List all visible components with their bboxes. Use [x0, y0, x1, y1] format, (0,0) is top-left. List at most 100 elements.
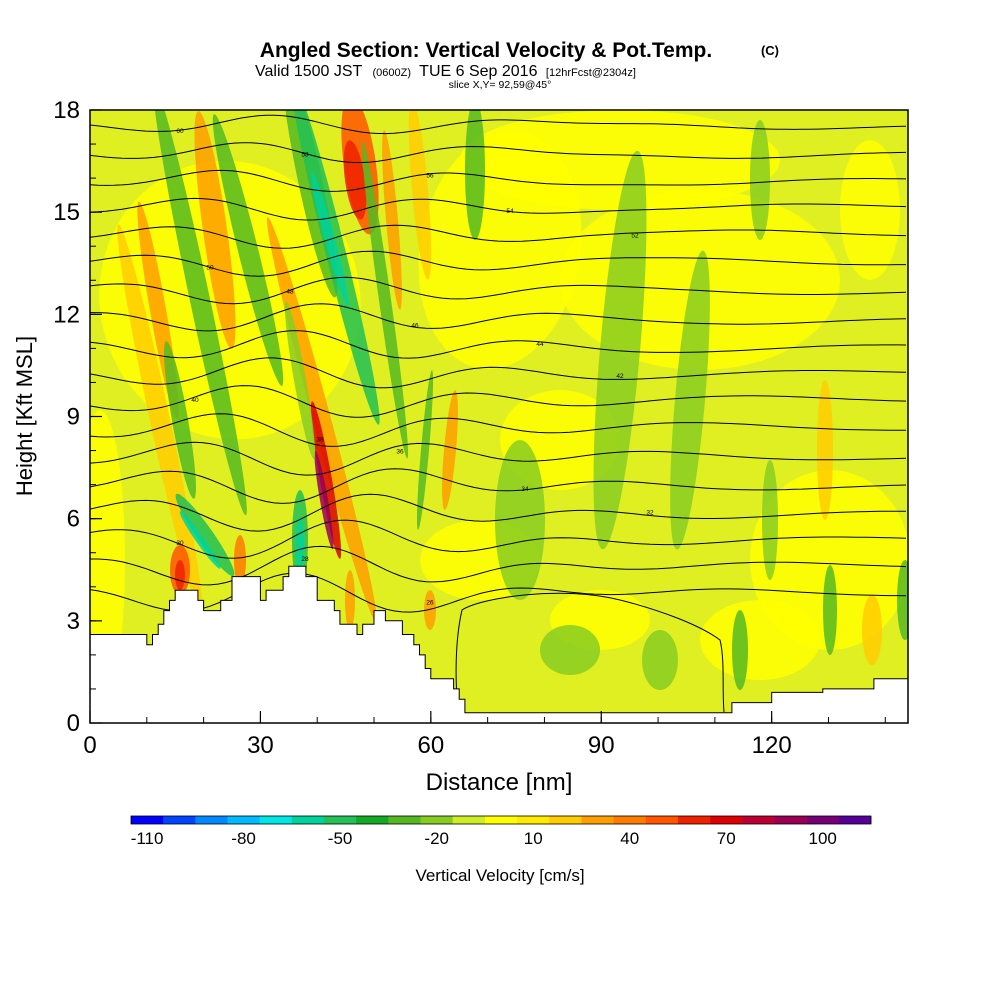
- colorbar-swatch: [388, 816, 421, 824]
- isotherm-line: [90, 385, 907, 418]
- isotherm-label: 30: [176, 540, 184, 547]
- isotherm-label: 42: [616, 373, 624, 380]
- colorbar-tick-label: 70: [717, 829, 736, 848]
- velocity-cell: [840, 140, 900, 280]
- velocity-cell: [361, 141, 409, 459]
- velocity-cell: [310, 401, 342, 559]
- colorbar-tick-label: -80: [231, 829, 256, 848]
- velocity-cell: [750, 120, 770, 240]
- colorbar-swatch: [581, 816, 614, 824]
- colorbar-tick-label: -20: [424, 829, 449, 848]
- colorbar-swatch: [806, 816, 840, 824]
- y-tick-label: 18: [53, 97, 80, 124]
- velocity-cell: [424, 590, 436, 630]
- velocity-cell: [175, 493, 235, 577]
- isotherm-label: 46: [411, 322, 419, 329]
- velocity-cell: [862, 595, 882, 665]
- colorbar-swatch: [195, 816, 228, 824]
- colorbar-tick-label: -110: [131, 829, 164, 848]
- isotherm-line: [90, 357, 907, 389]
- x-axis-label: Distance [nm]: [426, 769, 573, 796]
- terrain: [90, 565, 908, 723]
- velocity-cell: [164, 341, 196, 499]
- velocity-cell: [296, 517, 304, 573]
- colorbar-tick-label: 10: [524, 829, 543, 848]
- colorbar-swatch: [838, 816, 872, 824]
- y-tick-label: 12: [53, 301, 80, 328]
- colorbar-swatch: [774, 816, 807, 824]
- chart-title: Angled Section: Vertical Velocity & Pot.…: [260, 39, 712, 62]
- isotherm-line: [90, 545, 907, 586]
- colorbar-swatch: [645, 816, 679, 824]
- colorbar-label: Vertical Velocity [cm/s]: [415, 866, 584, 885]
- colorbar-swatch: [710, 816, 743, 824]
- isotherm-line: [90, 250, 906, 277]
- velocity-cell: [194, 111, 236, 349]
- isotherm-line: [90, 197, 907, 221]
- velocity-cell: [314, 450, 334, 550]
- velocity-cell: [117, 224, 203, 616]
- velocity-cell: [234, 535, 246, 585]
- isotherm-line: [90, 468, 907, 504]
- velocity-cell: [345, 570, 355, 630]
- isotherm-line: [90, 303, 907, 332]
- velocity-cell: [153, 110, 247, 516]
- isotherm-contours: 60 58 56 54 52 50 48 46 44 42 40 38 36 34 32 30 28 26: [90, 114, 907, 713]
- velocity-cell: [179, 511, 221, 569]
- velocity-cell: [408, 110, 432, 280]
- colorbar-swatch: [613, 816, 647, 824]
- colorbar-swatch: [356, 816, 389, 824]
- velocity-cell: [284, 301, 316, 459]
- colorbar-swatch: [549, 816, 582, 824]
- x-tick-label: 90: [588, 732, 615, 759]
- isotherm-label: 32: [646, 510, 654, 517]
- velocity-cell: [266, 217, 378, 623]
- isotherm-label: 48: [286, 289, 294, 296]
- velocity-cell: [593, 150, 647, 550]
- chart-title-unit: (C): [761, 43, 779, 58]
- velocity-cell: [382, 130, 402, 310]
- isotherm-label: 54: [506, 208, 514, 215]
- colorbar-tick-label: -50: [328, 829, 353, 848]
- y-tick-label: 0: [67, 710, 80, 737]
- velocity-cell: [817, 380, 833, 520]
- velocity-cell: [823, 565, 837, 655]
- isotherm-line: [90, 142, 907, 163]
- isotherm-label: 52: [631, 233, 639, 240]
- isotherm-line: [90, 572, 907, 613]
- velocity-cell: [670, 250, 710, 550]
- plot-area: 60 58 56 54 52 50 48 46 44 42 40 38 36 34 32 30 28 26: [90, 110, 908, 723]
- isotherm-label: 44: [536, 341, 544, 348]
- x-tick-label: 0: [83, 732, 96, 759]
- isotherm-label: 40: [191, 397, 199, 404]
- colorbar-swatch: [259, 816, 293, 824]
- velocity-cell: [343, 140, 367, 220]
- velocity-cell: [416, 370, 434, 530]
- isotherm-label: 58: [301, 151, 309, 158]
- colorbar-swatch: [420, 816, 454, 824]
- velocity-cell: [495, 440, 545, 600]
- isotherm-line: [90, 519, 907, 559]
- velocity-cell: [642, 630, 678, 690]
- colorbar-swatch: [163, 816, 196, 824]
- isotherm-line: [90, 114, 907, 135]
- isotherm-line: [455, 592, 725, 713]
- colorbar-tick-label: 40: [620, 829, 639, 848]
- isotherm-line: [90, 493, 906, 532]
- velocity-cell: [897, 560, 908, 640]
- y-tick-label: 15: [53, 199, 80, 226]
- isotherm-line: [90, 224, 907, 249]
- isotherm-label: 34: [521, 486, 529, 493]
- isotherm-line: [90, 413, 906, 447]
- x-tick-label: 30: [247, 732, 274, 759]
- colorbar-frame: [130, 815, 872, 825]
- isotherm-line: [90, 330, 907, 359]
- colorbar-swatch: [452, 816, 486, 824]
- x-tick-label: 120: [752, 732, 792, 759]
- colorbar-swatch: [131, 816, 164, 824]
- isotherm-line: [90, 441, 907, 476]
- isotherm-label: 60: [176, 128, 184, 135]
- colorbar-swatch: [291, 816, 325, 824]
